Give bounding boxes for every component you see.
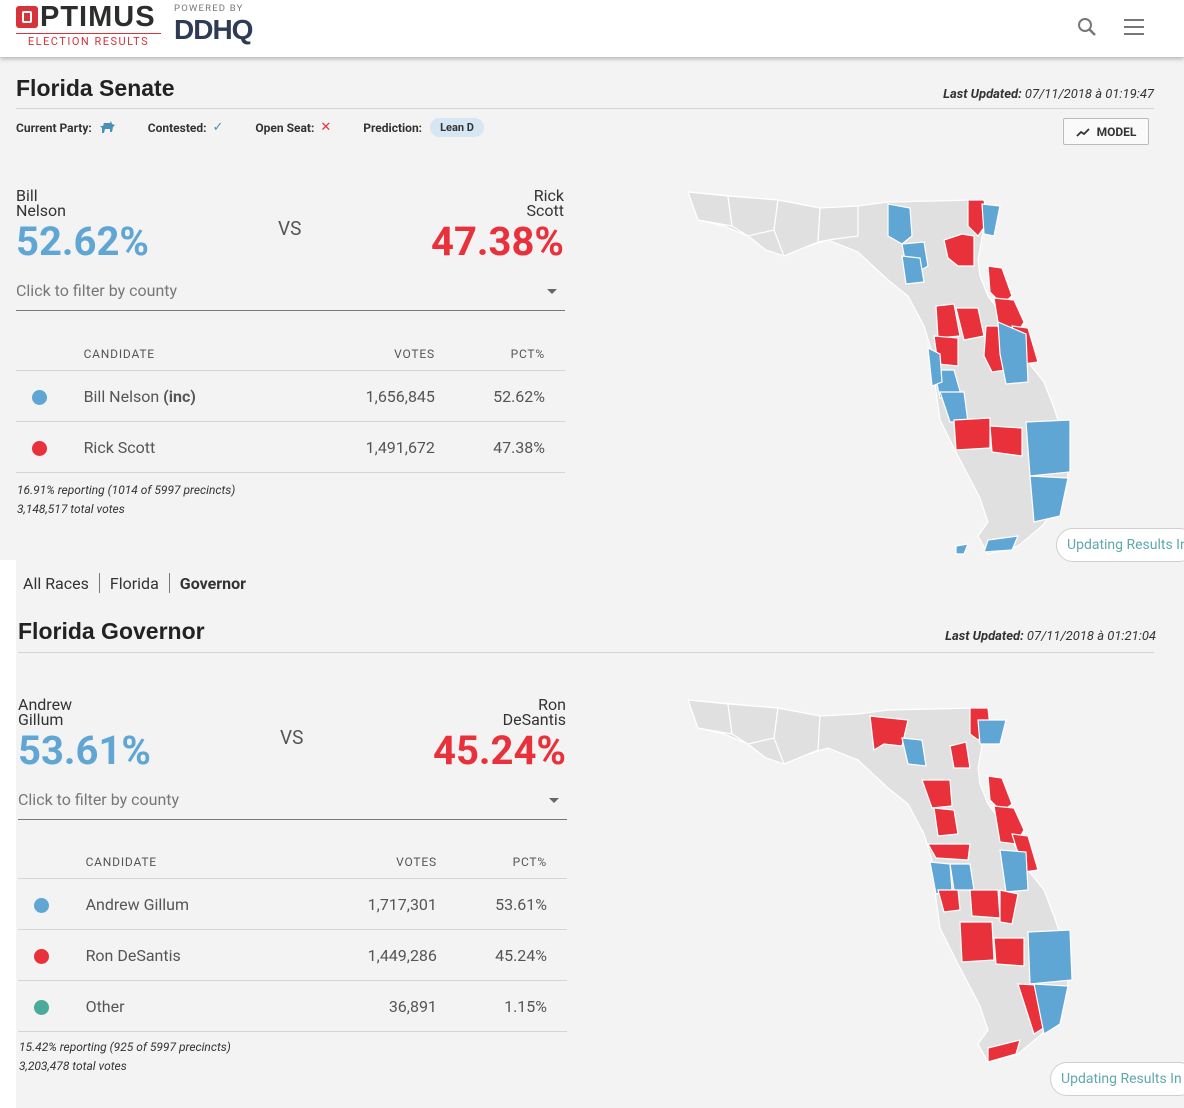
model-button[interactable]: MODEL [1063, 118, 1149, 145]
left-candidate-name: Andrew Gillum [18, 695, 73, 729]
breadcrumb-governor: Governor [179, 573, 246, 593]
updating-results-pill[interactable]: Updating Results In [1050, 1062, 1184, 1096]
left-candidate-pct: 52.62% [16, 218, 149, 265]
reporting-status: 16.91% reporting (1014 of 5997 precincts… [17, 483, 236, 516]
logo-word: PTIMUS [40, 1, 156, 33]
florida-county-map[interactable] [688, 186, 1080, 558]
breadcrumb-separator [98, 573, 100, 593]
breadcrumb: All Races Florida Governor [23, 573, 246, 593]
top-bar: PTIMUS ELECTION RESULTS POWERED BY DDHQ [0, 0, 1184, 57]
left-candidate-name: Bill Nelson [16, 186, 67, 220]
breadcrumb-all-races[interactable]: All Races [23, 573, 89, 593]
logo-o-icon [16, 6, 38, 28]
results-table: CANDIDATE VOTES PCT% Bill Nelson (inc) 1… [16, 338, 565, 473]
trend-icon [1075, 127, 1090, 137]
last-updated: Last Updated: 07/11/2018 à 01:21:04 [945, 629, 1156, 644]
party-color-dot [34, 897, 49, 913]
chevron-down-icon [547, 289, 557, 294]
race-meta: Current Party: Contested: ✓ Open Seat: ✕… [16, 118, 516, 137]
table-row[interactable]: Rick Scott 1,491,672 47.38% [16, 421, 565, 473]
title-divider [18, 652, 1154, 653]
race-title: Florida Senate [16, 75, 175, 101]
hamburger-menu-icon[interactable] [1124, 19, 1144, 35]
ddhq-logo: DDHQ [174, 14, 253, 45]
open-seat-label: Open Seat: [255, 120, 315, 135]
right-candidate-pct: 47.38% [431, 218, 564, 265]
race-title: Florida Governor [18, 618, 205, 644]
results-table: CANDIDATE VOTES PCT% Andrew Gillum 1,717… [18, 846, 567, 1032]
prediction-label: Prediction: [363, 120, 423, 135]
breadcrumb-separator [168, 573, 170, 593]
updating-results-pill[interactable]: Updating Results In [1056, 528, 1184, 562]
donkey-icon [99, 120, 115, 133]
table-row[interactable]: Other 36,891 1.15% [18, 980, 567, 1032]
table-header: CANDIDATE VOTES PCT% [18, 846, 567, 879]
table-row[interactable]: Bill Nelson (inc) 1,656,845 52.62% [16, 370, 565, 422]
florida-county-map[interactable] [688, 694, 1080, 1066]
county-filter-select[interactable]: Click to filter by county [18, 790, 567, 820]
close-icon: ✕ [320, 120, 332, 135]
last-updated: Last Updated: 07/11/2018 à 01:19:47 [943, 87, 1154, 102]
left-gutter [0, 560, 16, 1108]
current-party-label: Current Party: [16, 120, 92, 135]
table-row[interactable]: Ron DeSantis 1,449,286 45.24% [18, 929, 567, 981]
prediction-badge: Lean D [430, 118, 484, 137]
versus-label: VS [278, 217, 302, 240]
senate-race: Florida Senate Last Updated: 07/11/2018 … [16, 75, 1184, 562]
breadcrumb-florida[interactable]: Florida [109, 573, 159, 593]
contested-label: Contested: [147, 120, 207, 135]
left-candidate-pct: 53.61% [18, 727, 151, 774]
title-divider [16, 108, 1154, 109]
chevron-down-icon [549, 798, 559, 803]
logo-subtitle: ELECTION RESULTS [16, 33, 161, 49]
right-candidate-pct: 45.24% [433, 727, 566, 774]
powered-by-label: POWERED BY [174, 3, 244, 14]
party-color-dot [32, 389, 47, 405]
party-color-dot [34, 948, 49, 964]
reporting-status: 15.42% reporting (925 of 5997 precincts)… [19, 1040, 231, 1073]
model-button-label: MODEL [1096, 124, 1137, 139]
table-header: CANDIDATE VOTES PCT% [16, 338, 565, 371]
check-icon: ✓ [212, 120, 224, 135]
party-color-dot [32, 440, 47, 456]
powered-by-logo[interactable]: POWERED BY DDHQ [174, 3, 253, 46]
optimus-logo[interactable]: PTIMUS ELECTION RESULTS [16, 2, 161, 49]
search-icon[interactable] [1077, 17, 1097, 37]
versus-label: VS [280, 726, 304, 749]
party-color-dot [34, 999, 49, 1015]
county-filter-select[interactable]: Click to filter by county [16, 281, 565, 311]
right-candidate-name: Ron DeSantis [502, 695, 566, 729]
table-row[interactable]: Andrew Gillum 1,717,301 53.61% [18, 878, 567, 930]
right-candidate-name: Rick Scott [526, 186, 564, 220]
